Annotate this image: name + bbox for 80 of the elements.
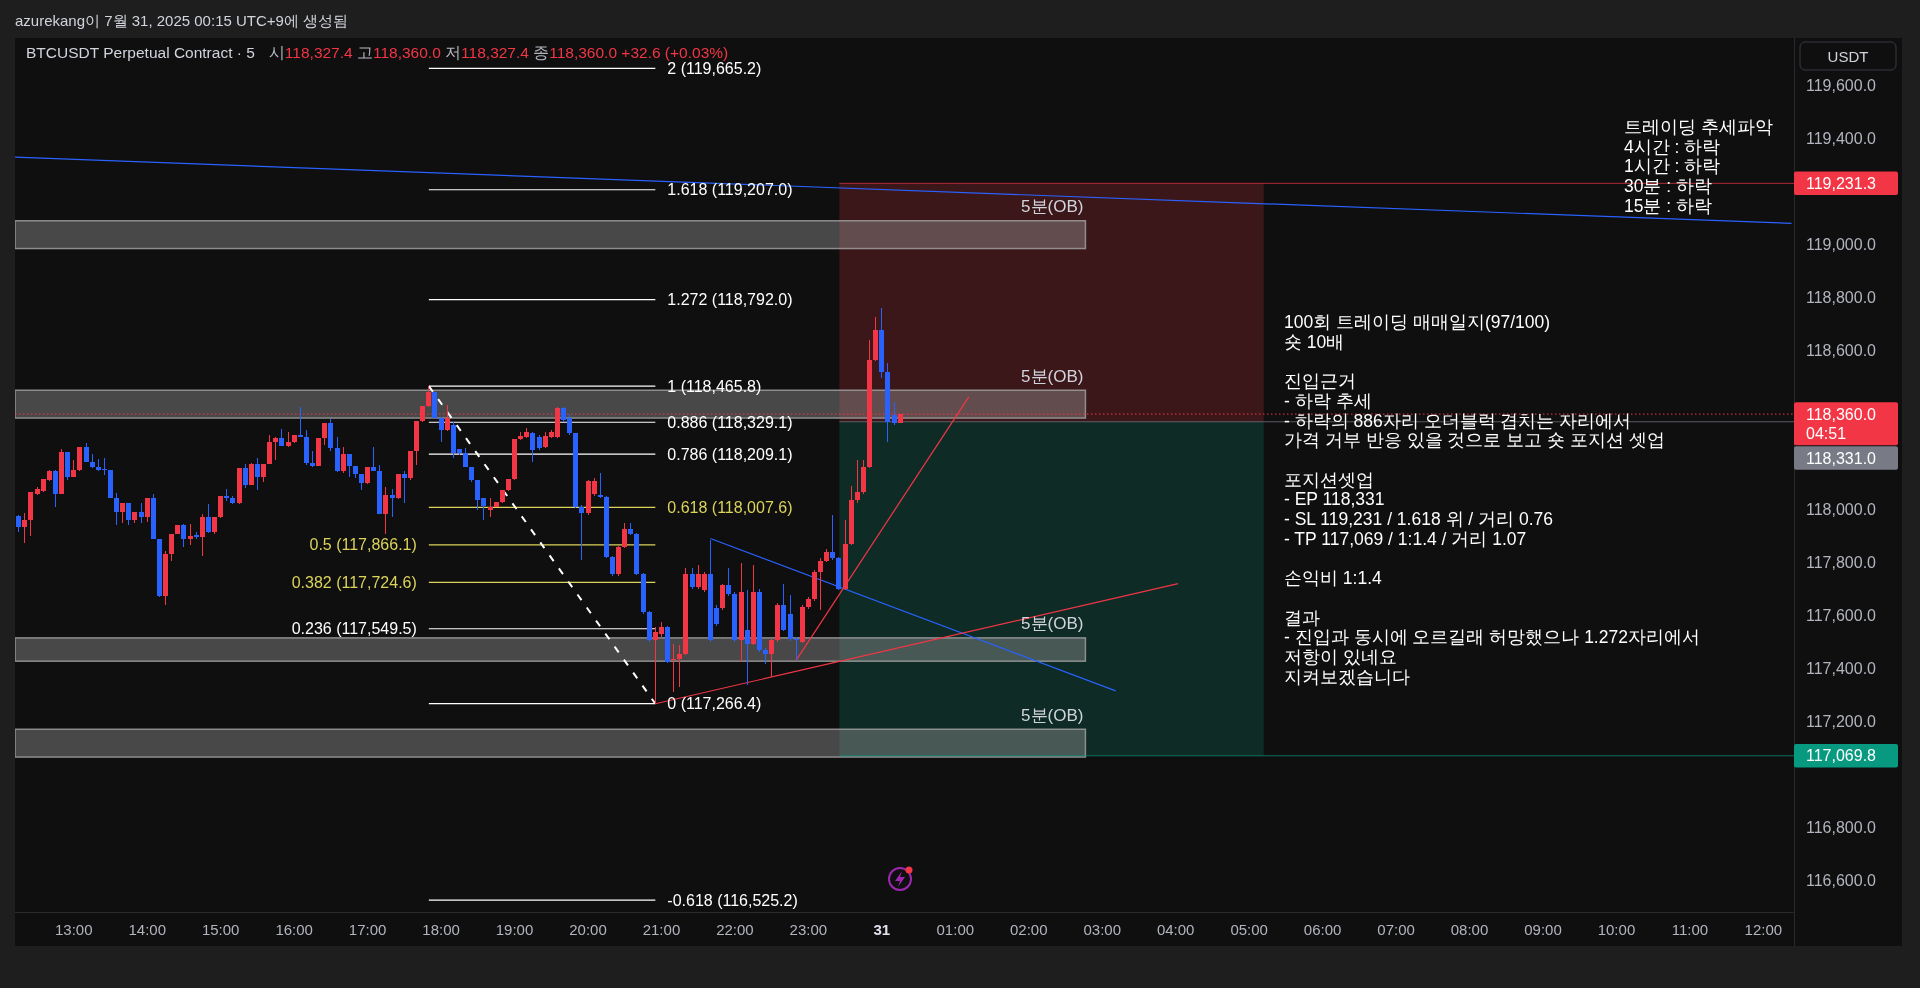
y-tick-label: 119,400.0 (1806, 130, 1876, 148)
annotation: 결과 (1284, 607, 1320, 628)
series-label: 0.786 (118,209.1) (667, 445, 793, 463)
x-tick-label: 13:00 (55, 920, 93, 938)
x-tick-label: 17:00 (348, 920, 387, 938)
x-tick-label: 01:00 (936, 920, 975, 938)
x-tick-label: 12:00 (1744, 920, 1783, 938)
annotation: 가격 거부 반응 있을 것으로 보고 숏 포지션 셋업 (1284, 430, 1665, 451)
annotation: 저항이 있네요 (1284, 646, 1397, 667)
series-label: 0 (117,266.4) (667, 695, 762, 713)
annotation: - 진입과 동시에 오르길래 허망했으나 1.272자리에서 (1284, 627, 1700, 648)
annotation: 손익비 1:1.4 (1284, 568, 1382, 589)
x-tick-label: 14:00 (128, 920, 166, 938)
series-label: 0.886 (118,329.1) (667, 413, 793, 431)
y-tick-label: 116,600.0 (1806, 871, 1876, 889)
annotation: 1시간 : 하락 (1624, 156, 1721, 177)
badge-label: 118,331.0 (1806, 449, 1876, 467)
series-label: 1 (118,465.8) (667, 377, 762, 395)
annotation: 트레이딩 추세파악 (1624, 117, 1773, 137)
series-label: 0.382 (117,724.6) (291, 573, 417, 591)
annotation: 30분 : 하락 (1624, 176, 1713, 197)
y-tick-label: 117,600.0 (1806, 606, 1876, 624)
y-tick-label: 117,800.0 (1806, 553, 1876, 571)
series-label: 0.236 (117,549.5) (291, 620, 417, 638)
x-tick-label: 16:00 (275, 920, 313, 938)
x-tick-label: 22:00 (716, 920, 754, 938)
x-tick-label: 06:00 (1303, 920, 1342, 938)
x-tick-label: 04:00 (1156, 920, 1195, 938)
series-label: -0.618 (116,525.2) (667, 891, 798, 909)
annotation: 진입근거 (1284, 371, 1356, 392)
y-tick-label: 118,800.0 (1806, 289, 1876, 307)
annotation: 지켜보겠습니다 (1284, 666, 1410, 687)
annotation: 숏 10배 (1284, 331, 1345, 352)
ylabel: USDT (1827, 47, 1869, 65)
y-tick-label: 119,600.0 (1806, 77, 1876, 95)
annotation: 15분 : 하락 (1624, 195, 1713, 216)
x-tick-label: 05:00 (1230, 920, 1268, 938)
annotation: - EP 118,331 (1284, 489, 1385, 510)
annotation: - TP 117,069 / 1:1.4 / 거리 1.07 (1284, 528, 1527, 549)
badge-label: 04:51 (1806, 425, 1847, 443)
x-tick-label: 09:00 (1524, 920, 1562, 938)
series-label: 1.272 (118,792.0) (667, 291, 793, 309)
y-tick-label: 118,600.0 (1806, 342, 1876, 359)
y-tick-label: 116,800.0 (1806, 818, 1876, 836)
annotation: 4시간 : 하락 (1624, 136, 1721, 157)
annotation: - 하락의 886자리 오더블럭 겹치는 자리에서 (1284, 410, 1632, 431)
band-label: 5분(OB) (1021, 705, 1084, 725)
subtitle: 시118,327.4 고118,360.0 저118,327.4 종118,360.0 +32.6 (+0.03%) (268, 43, 729, 61)
x-tick-label: 19:00 (495, 920, 534, 938)
x-tick-label: 23:00 (789, 920, 828, 938)
annotation: 포지션셋업 (1284, 469, 1374, 490)
x-tick-label: 11:00 (1671, 920, 1709, 938)
series-label: 0.618 (118,007.6) (667, 498, 793, 516)
annotation: azurekang이 7월 31, 2025 00:15 UTC+9에 생성됨 (15, 11, 349, 29)
title: BTCUSDT Perpetual Contract · 5 (26, 43, 255, 61)
band-label: 5분(OB) (1021, 197, 1084, 217)
x-tick-label: 08:00 (1450, 920, 1489, 938)
annotation: - 하락 추세 (1284, 390, 1372, 411)
x-tick-label: 07:00 (1377, 920, 1415, 938)
x-tick-label: 21:00 (642, 920, 681, 938)
band-label: 5분(OB) (1021, 614, 1084, 634)
x-tick-label: 20:00 (569, 920, 607, 938)
series-label: 0.5 (117,866.1) (309, 536, 417, 554)
y-tick-label: 117,400.0 (1806, 659, 1876, 677)
x-tick-label: 18:00 (422, 920, 460, 938)
x-tick-label: 03:00 (1083, 920, 1121, 938)
badge-label: 119,231.3 (1806, 174, 1876, 192)
y-tick-label: 118,000.0 (1806, 500, 1876, 518)
y-tick-label: 119,000.0 (1806, 236, 1876, 254)
x-tick-label: 10:00 (1597, 920, 1636, 938)
badge-label: 117,069.8 (1806, 747, 1876, 765)
x-tick-label: 02:00 (1010, 920, 1048, 938)
y-tick-label: 117,200.0 (1806, 712, 1876, 730)
x-tick-label: 15:00 (201, 920, 240, 938)
series-label: 1.618 (119,207.0) (667, 181, 793, 199)
annotation: - SL 119,231 / 1.618 위 / 거리 0.76 (1284, 509, 1554, 529)
badge-label: 118,360.0 (1806, 405, 1876, 423)
band-label: 5분(OB) (1021, 366, 1084, 386)
annotation: 100회 트레이딩 매매일지(97/100) (1284, 312, 1551, 332)
x-tick-label: 31 (873, 920, 891, 938)
